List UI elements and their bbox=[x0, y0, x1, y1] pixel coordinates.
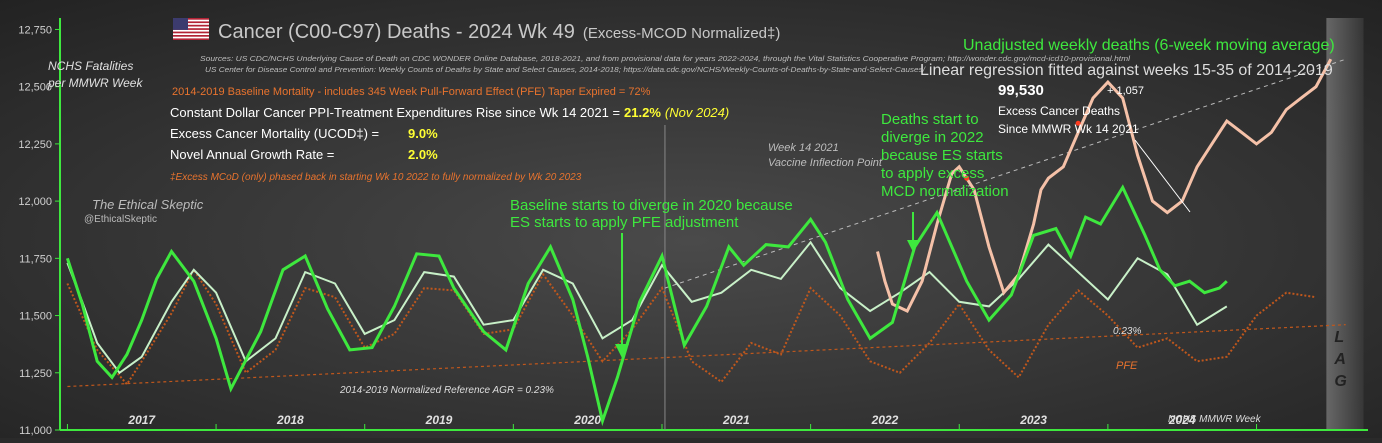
chart-title-suffix: (Excess-MCOD Normalized‡) bbox=[583, 25, 781, 42]
pfe-label: PFE bbox=[1116, 360, 1138, 372]
y-tick-label: 11,750 bbox=[19, 253, 52, 265]
year-label: 2017 bbox=[127, 413, 156, 427]
vaccine-label: Week 14 2021 bbox=[768, 142, 839, 154]
us-flag-icon bbox=[173, 18, 209, 40]
baseline-diverge-note: Baseline starts to diverge in 2020 becau… bbox=[510, 197, 793, 214]
lag-letter: L bbox=[1334, 329, 1344, 346]
footnote: ‡Excess MCoD (only) phased back in start… bbox=[170, 172, 582, 183]
lag-band bbox=[1326, 18, 1364, 430]
y-tick-label: 11,250 bbox=[19, 368, 52, 380]
y-axis-title: per MMWR Week bbox=[47, 76, 143, 90]
y-axis-title: NCHS Fatalities bbox=[48, 59, 133, 73]
week-axis-label: NCHS MMWR Week bbox=[1168, 414, 1262, 425]
lag-letter: G bbox=[1334, 373, 1346, 390]
excess-mortality-label: Excess Cancer Mortality (UCOD‡) = bbox=[170, 126, 379, 141]
unadjusted-series-line bbox=[876, 58, 1333, 313]
ppi-stat: Constant Dollar Cancer PPI-Treatment Exp… bbox=[170, 105, 729, 120]
excess-pointer-line bbox=[1134, 139, 1191, 213]
excess-total-value: 99,530 bbox=[998, 82, 1044, 99]
unadjusted-marker bbox=[1075, 120, 1081, 126]
year-label: 2024 bbox=[1168, 413, 1196, 427]
baseline-diverge-note: ES starts to apply PFE adjustment bbox=[510, 214, 739, 231]
year-label: 2018 bbox=[276, 413, 304, 427]
vaccine-label: Vaccine Inflection Point bbox=[768, 157, 883, 169]
year-label: 2022 bbox=[871, 413, 899, 427]
y-tick-label: 12,750 bbox=[18, 24, 52, 36]
unadjusted-label: Unadjusted weekly deaths (6-week moving … bbox=[963, 37, 1335, 54]
deaths-diverge-note: diverge in 2022 bbox=[881, 129, 984, 146]
growth-rate-value: 2.0% bbox=[408, 147, 438, 162]
year-label: 2019 bbox=[425, 413, 453, 427]
y-tick-label: 12,250 bbox=[18, 139, 52, 151]
excess-plus-value: + 1,057 bbox=[1107, 85, 1144, 97]
y-tick-label: 12,500 bbox=[18, 82, 52, 94]
agr-reference-label: 2014-2019 Normalized Reference AGR = 0.2… bbox=[339, 385, 554, 396]
y-tick-label: 12,000 bbox=[18, 196, 52, 208]
y-tick-label: 11,500 bbox=[19, 311, 52, 323]
deaths-diverge-note: because ES starts bbox=[881, 147, 1003, 164]
brand-name: The Ethical Skeptic bbox=[92, 197, 204, 212]
y-tick-label: 11,000 bbox=[19, 425, 52, 437]
pfe-series-line bbox=[66, 267, 1317, 386]
year-label: 2020 bbox=[573, 413, 601, 427]
deaths-diverge-note: to apply excess bbox=[881, 165, 984, 182]
arrow-head-icon bbox=[615, 344, 629, 358]
ppi-stat-value: 21.2% bbox=[624, 105, 661, 120]
regression-label: Linear regression fitted against weeks 1… bbox=[920, 62, 1333, 79]
actual-series-line bbox=[65, 184, 1228, 427]
growth-rate-label: Novel Annual Growth Rate = bbox=[170, 147, 334, 162]
excess-caption: Excess Cancer Deaths bbox=[998, 104, 1120, 118]
arrow-head-icon bbox=[907, 240, 919, 252]
deaths-diverge-note: Deaths start to bbox=[881, 111, 979, 128]
sources-line-1: Sources: US CDC/NCHS Underlying Cause of… bbox=[200, 56, 1131, 63]
lag-letter: A bbox=[1333, 351, 1346, 368]
excess-caption: Since MMWR Wk 14 2021 bbox=[998, 122, 1139, 136]
unadjusted-marker bbox=[964, 175, 970, 181]
baseline-note: 2014-2019 Baseline Mortality - includes … bbox=[172, 86, 651, 98]
baseline-series-line bbox=[66, 240, 1228, 375]
brand-handle: @EthicalSkeptic bbox=[84, 214, 157, 225]
sources-line-2: US Center for Disease Control and Preven… bbox=[205, 67, 926, 74]
chart-title: Cancer (C00-C97) Deaths - 2024 Wk 49 (Exc… bbox=[218, 21, 780, 43]
agr-small-label: 0.23% bbox=[1113, 326, 1141, 337]
ppi-stat-date: (Nov 2024) bbox=[665, 105, 729, 120]
year-label: 2021 bbox=[722, 413, 750, 427]
year-label: 2023 bbox=[1019, 413, 1047, 427]
excess-mortality-value: 9.0% bbox=[408, 126, 438, 141]
deaths-diverge-note: MCD normalization bbox=[881, 183, 1009, 200]
